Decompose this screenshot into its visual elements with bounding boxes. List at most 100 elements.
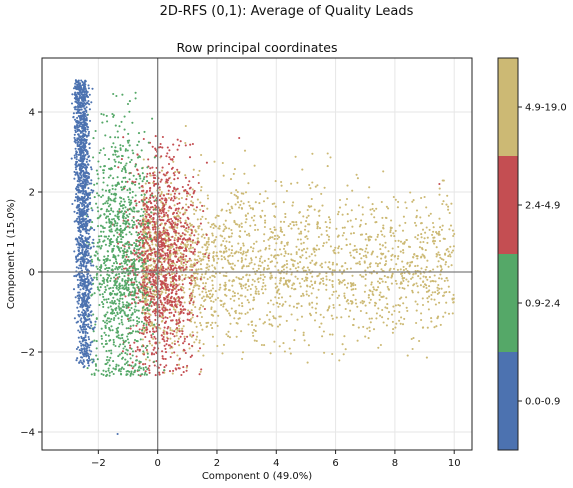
point-4.9-19.0 [197, 233, 200, 236]
point-4.9-19.0 [164, 233, 167, 237]
point-4.9-19.0 [295, 245, 298, 248]
point-2.4-4.9 [167, 189, 170, 192]
point-2.4-4.9 [183, 233, 186, 236]
point-0.9-2.4 [106, 322, 109, 325]
point-4.9-19.0 [146, 298, 150, 302]
point-0.0-0.9 [85, 248, 88, 251]
point-0.9-2.4 [122, 249, 125, 252]
point-2.4-4.9 [125, 255, 128, 258]
point-0.9-2.4 [118, 306, 121, 310]
point-4.9-19.0 [212, 274, 215, 278]
point-4.9-19.0 [367, 337, 370, 340]
point-4.9-19.0 [415, 282, 418, 285]
point-4.9-19.0 [296, 277, 299, 280]
point-0.9-2.4 [131, 313, 134, 316]
point-4.9-19.0 [440, 287, 443, 290]
point-4.9-19.0 [214, 245, 217, 248]
point-0.9-2.4 [112, 286, 115, 289]
point-0.9-2.4 [124, 206, 127, 209]
point-2.4-4.9 [166, 220, 169, 223]
point-2.4-4.9 [126, 225, 129, 228]
point-2.4-4.9 [153, 284, 156, 287]
point-2.4-4.9 [148, 294, 151, 298]
point-0.9-2.4 [128, 110, 131, 113]
point-0.9-2.4 [126, 240, 129, 243]
point-4.9-19.0 [337, 294, 341, 297]
point-4.9-19.0 [179, 211, 182, 214]
point-4.9-19.0 [312, 287, 315, 290]
point-0.9-2.4 [144, 371, 147, 375]
point-0.9-2.4 [119, 370, 122, 373]
point-4.9-19.0 [371, 250, 374, 253]
point-4.9-19.0 [307, 344, 310, 347]
point-0.9-2.4 [128, 144, 131, 147]
point-2.4-4.9 [172, 172, 175, 175]
point-4.9-19.0 [238, 317, 241, 320]
point-2.4-4.9 [172, 251, 175, 254]
point-4.9-19.0 [352, 318, 355, 321]
point-2.4-4.9 [135, 296, 138, 299]
point-0.9-2.4 [138, 186, 141, 189]
point-2.4-4.9 [140, 222, 143, 225]
point-0.9-2.4 [127, 277, 130, 280]
point-4.9-19.0 [327, 216, 331, 219]
point-0.9-2.4 [129, 199, 132, 202]
point-2.4-4.9 [154, 314, 157, 317]
point-2.4-4.9 [172, 211, 176, 214]
point-2.4-4.9 [159, 195, 162, 198]
point-0.9-2.4 [127, 304, 130, 308]
point-4.9-19.0 [142, 272, 145, 275]
point-0.9-2.4 [102, 295, 105, 298]
point-0.9-2.4 [102, 258, 105, 262]
point-4.9-19.0 [328, 297, 331, 300]
point-4.9-19.0 [230, 249, 234, 252]
point-4.9-19.0 [346, 184, 349, 187]
point-4.9-19.0 [291, 284, 294, 287]
point-2.4-4.9 [180, 373, 183, 377]
point-2.4-4.9 [166, 332, 169, 335]
point-4.9-19.0 [172, 160, 175, 163]
point-4.9-19.0 [270, 274, 273, 277]
point-2.4-4.9 [190, 232, 193, 235]
point-4.9-19.0 [263, 275, 266, 278]
point-2.4-4.9 [202, 210, 205, 213]
point-2.4-4.9 [146, 268, 149, 272]
point-4.9-19.0 [305, 279, 308, 282]
point-4.9-19.0 [206, 194, 209, 197]
point-4.9-19.0 [402, 269, 405, 272]
point-2.4-4.9 [185, 198, 188, 201]
point-4.9-19.0 [233, 219, 236, 222]
point-4.9-19.0 [195, 230, 198, 233]
point-4.9-19.0 [236, 292, 240, 295]
point-4.9-19.0 [242, 276, 245, 279]
point-2.4-4.9 [166, 300, 169, 303]
point-4.9-19.0 [231, 267, 234, 270]
point-4.9-19.0 [177, 324, 181, 327]
point-0.9-2.4 [123, 311, 126, 314]
point-4.9-19.0 [365, 256, 368, 259]
point-2.4-4.9 [167, 293, 171, 296]
point-4.9-19.0 [280, 277, 283, 280]
point-4.9-19.0 [344, 307, 347, 311]
point-2.4-4.9 [170, 267, 173, 270]
point-4.9-19.0 [207, 243, 210, 246]
point-4.9-19.0 [199, 370, 202, 373]
point-0.9-2.4 [121, 305, 124, 308]
point-0.9-2.4 [119, 337, 122, 340]
point-0.9-2.4 [138, 223, 141, 226]
point-4.9-19.0 [282, 342, 285, 345]
point-4.9-19.0 [176, 354, 179, 357]
point-4.9-19.0 [313, 282, 317, 285]
point-4.9-19.0 [303, 228, 307, 231]
point-4.9-19.0 [236, 197, 239, 200]
point-2.4-4.9 [164, 307, 167, 310]
point-2.4-4.9 [175, 368, 178, 371]
point-2.4-4.9 [149, 248, 153, 251]
point-4.9-19.0 [340, 247, 343, 250]
point-0.9-2.4 [142, 178, 145, 181]
point-4.9-19.0 [312, 247, 315, 250]
point-4.9-19.0 [318, 282, 321, 285]
point-4.9-19.0 [233, 264, 236, 267]
point-4.9-19.0 [372, 286, 375, 289]
point-4.9-19.0 [172, 308, 176, 311]
